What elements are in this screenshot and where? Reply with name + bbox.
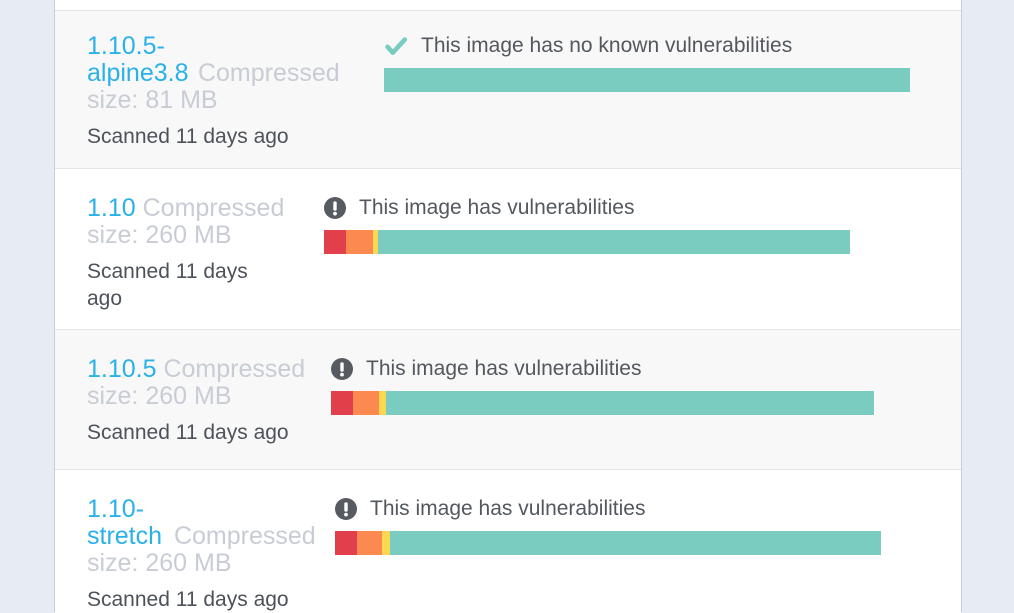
- exclamation-circle-icon: [331, 358, 353, 380]
- bar-segment-critical: [335, 531, 357, 555]
- bar-segment-secure: [378, 230, 850, 254]
- exclamation-circle-icon: [324, 197, 346, 219]
- scanned-date-label: Scanned 11 days ago: [87, 588, 289, 611]
- bar-segment-secure: [390, 531, 881, 555]
- vulnerability-bar: [384, 68, 931, 92]
- check-icon: [384, 34, 408, 58]
- tag-row: 1.10-stretch Compressed size: 260 MB Sca…: [55, 470, 961, 613]
- tag-line: 1.10 Compressed size: 260 MB: [87, 195, 324, 249]
- scan-status-line: This image has vulnerabilities: [324, 196, 931, 220]
- scan-status-line: This image has no known vulnerabilities: [384, 34, 931, 58]
- scan-result-column: This image has vulnerabilities: [324, 195, 931, 329]
- bar-segment-major: [353, 391, 379, 415]
- scan-result-column: This image has vulnerabilities: [331, 356, 931, 469]
- compressed-size-label: Compressed size: 81 MB: [87, 59, 340, 114]
- bar-segment-secure: [386, 391, 874, 415]
- bar-segment-minor: [382, 531, 390, 555]
- vulnerability-bar: [331, 391, 931, 415]
- bar-segment-secure: [384, 68, 910, 92]
- compressed-size-label: Compressed size: 260 MB: [87, 355, 306, 410]
- tag-link[interactable]: 1.10-stretch: [87, 495, 163, 550]
- previous-section-edge: [55, 0, 961, 11]
- vulnerability-bar: [324, 230, 931, 254]
- bar-segment-major: [357, 531, 382, 555]
- tag-row: 1.10.5-alpine3.8 Compressed size: 81 MB …: [55, 11, 961, 169]
- bar-segment-critical: [324, 230, 346, 254]
- scan-status-message: This image has vulnerabilities: [359, 196, 635, 219]
- tag-line: 1.10.5-alpine3.8 Compressed size: 81 MB: [87, 33, 384, 114]
- scanned-date-label: Scanned 11 days ago: [87, 125, 289, 148]
- scan-status-message: This image has vulnerabilities: [366, 357, 642, 380]
- bar-segment-minor: [373, 230, 378, 254]
- compressed-size-label: Compressed size: 260 MB: [87, 194, 285, 249]
- scan-status-message: This image has no known vulnerabilities: [421, 34, 793, 57]
- tag-info-column: 1.10.5 Compressed size: 260 MB Scanned 1…: [87, 356, 331, 469]
- scan-status-line: This image has vulnerabilities: [335, 497, 931, 521]
- scanned-date-label: Scanned 11 days ago: [87, 260, 248, 310]
- tag-line: 1.10.5 Compressed size: 260 MB: [87, 356, 331, 410]
- scan-status-message: This image has vulnerabilities: [370, 497, 646, 520]
- bar-segment-major: [346, 230, 373, 254]
- tag-info-column: 1.10 Compressed size: 260 MB Scanned 11 …: [87, 195, 324, 329]
- tag-info-column: 1.10.5-alpine3.8 Compressed size: 81 MB …: [87, 33, 384, 168]
- tag-line: 1.10-stretch Compressed size: 260 MB: [87, 496, 335, 577]
- compressed-size-label: Compressed size: 260 MB: [87, 522, 316, 577]
- scan-result-column: This image has vulnerabilities: [335, 496, 931, 613]
- tag-row: 1.10 Compressed size: 260 MB Scanned 11 …: [55, 169, 961, 330]
- scan-status-line: This image has vulnerabilities: [331, 357, 931, 381]
- exclamation-circle-icon: [335, 498, 357, 520]
- tags-panel: 1.10.5-alpine3.8 Compressed size: 81 MB …: [54, 0, 962, 613]
- tag-info-column: 1.10-stretch Compressed size: 260 MB Sca…: [87, 496, 335, 613]
- tag-link[interactable]: 1.10.5: [87, 355, 157, 383]
- tag-link[interactable]: 1.10.5-alpine3.8: [87, 32, 189, 87]
- bar-segment-minor: [379, 391, 386, 415]
- tag-link[interactable]: 1.10: [87, 194, 136, 222]
- scanned-date-label: Scanned 11 days ago: [87, 421, 289, 444]
- scan-result-column: This image has no known vulnerabilities: [384, 33, 931, 168]
- bar-segment-critical: [331, 391, 353, 415]
- tag-row: 1.10.5 Compressed size: 260 MB Scanned 1…: [55, 330, 961, 470]
- vulnerability-bar: [335, 531, 931, 555]
